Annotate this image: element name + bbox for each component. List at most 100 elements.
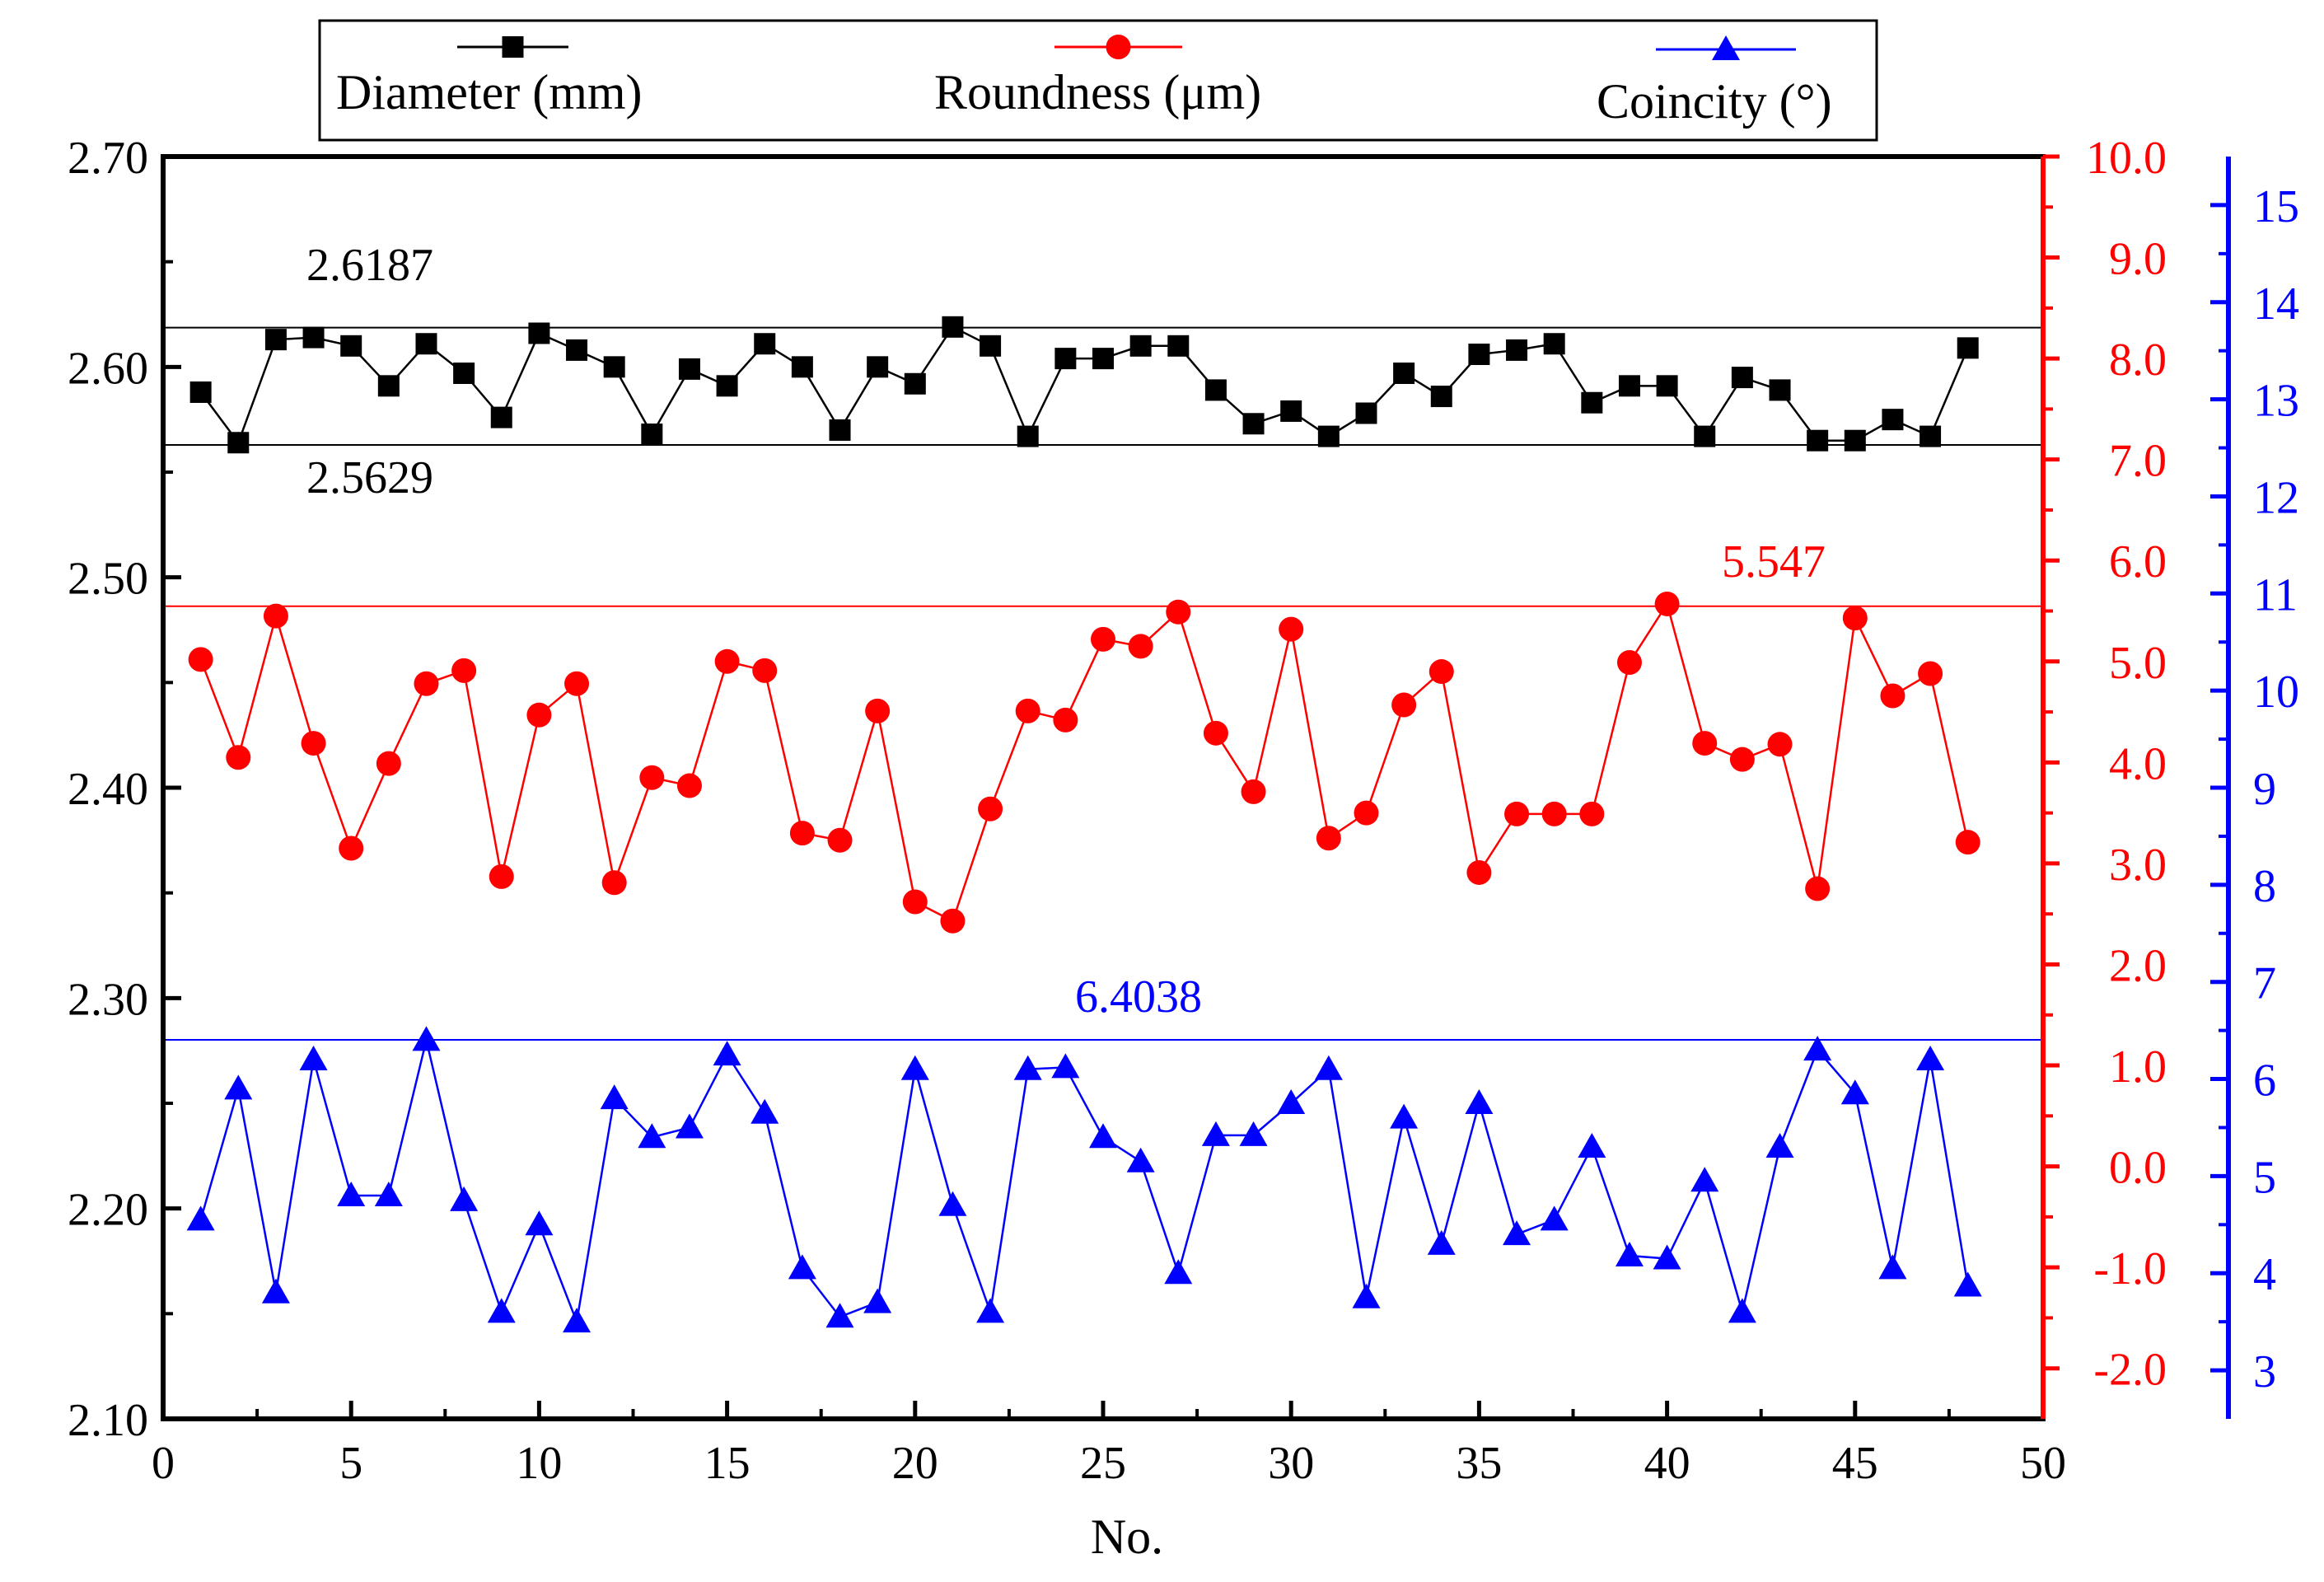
roundness-tick-label-3.0: 3.0 xyxy=(2109,840,2167,891)
roundness-tick-label-5.0: 5.0 xyxy=(2109,638,2167,689)
series-2-point-9 xyxy=(487,1298,516,1323)
coincity-tick-label-4: 4 xyxy=(2253,1249,2276,1300)
series-0-point-9 xyxy=(490,406,512,428)
series-0-point-35 xyxy=(1468,344,1490,366)
series-0-point-44 xyxy=(1807,429,1829,452)
x-tick-label-30: 30 xyxy=(1268,1438,1314,1489)
legend: Diameter (mm) Roundness (μm) Coincity (°… xyxy=(318,19,1878,142)
series-2-point-26 xyxy=(1126,1147,1155,1172)
series-2-point-34 xyxy=(1427,1229,1456,1255)
x-tick-label-35: 35 xyxy=(1456,1438,1502,1489)
series-2-point-14 xyxy=(675,1113,704,1139)
series-0-point-17 xyxy=(791,356,813,378)
series-1-point-28 xyxy=(1203,720,1228,746)
series-0-point-42 xyxy=(1731,367,1753,389)
series-1-point-14 xyxy=(676,773,702,798)
series-2-point-21 xyxy=(938,1191,967,1216)
series-1-point-5 xyxy=(339,835,364,861)
series-2-point-22 xyxy=(976,1298,1005,1323)
series-1-point-21 xyxy=(940,908,966,934)
series-1-line xyxy=(199,601,1969,923)
roundness-tick-label-10.0: 10.0 xyxy=(2086,133,2167,184)
roundness-tick-label-0.0: 0.0 xyxy=(2109,1143,2167,1194)
series-2-point-20 xyxy=(900,1055,929,1080)
coincity-tick-label-8: 8 xyxy=(2253,861,2276,912)
roundness-tick-label-7.0: 7.0 xyxy=(2109,436,2167,487)
series-1-point-24 xyxy=(1053,707,1078,732)
series-0-point-2 xyxy=(227,432,250,454)
ref-label-roundness: 5.547 xyxy=(1722,536,1826,587)
x-tick-label-0: 0 xyxy=(152,1438,175,1489)
roundness-tick-label-9.0: 9.0 xyxy=(2109,234,2167,285)
legend-entries xyxy=(457,35,1796,60)
x-tick-label-50: 50 xyxy=(2020,1438,2066,1489)
series-1-point-31 xyxy=(1316,826,1341,851)
series-2-point-45 xyxy=(1840,1079,1869,1105)
series-1-point-2 xyxy=(226,745,251,770)
series-1-point-43 xyxy=(1767,732,1793,757)
roundness-tick-label-2.0: 2.0 xyxy=(2109,940,2167,991)
series-0-point-43 xyxy=(1769,379,1791,401)
coincity-tick-label-11: 11 xyxy=(2253,569,2298,620)
x-axis-label: No. xyxy=(1091,1509,1163,1564)
ref-label-diameter-lower: 2.5629 xyxy=(306,452,433,503)
series-1-point-8 xyxy=(451,658,477,683)
series-1-point-22 xyxy=(978,796,1003,821)
series-1-point-12 xyxy=(601,870,627,896)
series-1-point-36 xyxy=(1504,801,1530,826)
legend-label-roundness: Roundness (μm) xyxy=(934,65,1261,119)
roundness-tick-label--2.0: -2.0 xyxy=(2093,1345,2167,1396)
roundness-tick-label-4.0: 4.0 xyxy=(2109,738,2167,789)
x-tick-label-15: 15 xyxy=(704,1438,751,1489)
series-0-point-14 xyxy=(678,358,700,380)
series-2-point-38 xyxy=(1578,1133,1606,1158)
series-0-point-40 xyxy=(1656,375,1678,397)
series-1-point-37 xyxy=(1541,801,1567,826)
series-0-point-31 xyxy=(1317,425,1340,447)
series-2-point-24 xyxy=(1051,1053,1080,1079)
series-2 xyxy=(186,1026,1982,1333)
series-2-point-4 xyxy=(299,1045,328,1070)
series-2-point-47 xyxy=(1916,1045,1945,1070)
series-2-point-16 xyxy=(751,1098,779,1124)
series-0-point-3 xyxy=(264,329,287,351)
series-0-point-20 xyxy=(904,372,926,395)
series-1-point-35 xyxy=(1466,859,1492,885)
x-tick-label-10: 10 xyxy=(516,1438,562,1489)
series-1-point-40 xyxy=(1654,591,1680,616)
x-tick-label-40: 40 xyxy=(1644,1438,1690,1489)
series-2-point-40 xyxy=(1653,1244,1681,1270)
series-0-point-12 xyxy=(603,356,625,378)
series-0-point-4 xyxy=(302,326,325,349)
legend-label-diameter: Diameter (mm) xyxy=(336,65,643,119)
series-2-point-11 xyxy=(563,1308,592,1333)
series-2-point-39 xyxy=(1615,1242,1644,1267)
legend-sample-marker-2 xyxy=(1712,35,1740,60)
series-2-point-33 xyxy=(1390,1103,1419,1129)
series-2-point-17 xyxy=(788,1254,816,1280)
series-2-point-19 xyxy=(863,1288,892,1313)
series-1-point-10 xyxy=(526,702,552,728)
left-tick-label-2.10: 2.10 xyxy=(68,1395,148,1446)
series-1-point-7 xyxy=(414,671,439,696)
x-tick-label-25: 25 xyxy=(1080,1438,1126,1489)
series-1-point-32 xyxy=(1354,800,1379,826)
series-2-point-25 xyxy=(1089,1123,1117,1149)
series-2-point-42 xyxy=(1728,1298,1756,1323)
legend-sample-marker-1 xyxy=(1106,35,1131,59)
series-2-point-41 xyxy=(1690,1167,1719,1192)
series-0-point-11 xyxy=(566,339,588,361)
reference-lines xyxy=(163,326,2043,1041)
series-0-point-45 xyxy=(1844,429,1866,452)
series-0 xyxy=(189,316,1979,454)
series-1-point-11 xyxy=(564,671,590,696)
series-1-point-29 xyxy=(1241,779,1266,804)
series-1-point-46 xyxy=(1880,683,1905,709)
series-1-point-45 xyxy=(1842,606,1868,631)
series-2-point-36 xyxy=(1503,1220,1531,1246)
series-2-point-2 xyxy=(224,1074,253,1100)
series-0-point-46 xyxy=(1882,409,1904,431)
series-2-point-27 xyxy=(1164,1259,1193,1285)
series-1-point-18 xyxy=(827,827,853,853)
series-0-point-33 xyxy=(1393,362,1415,384)
